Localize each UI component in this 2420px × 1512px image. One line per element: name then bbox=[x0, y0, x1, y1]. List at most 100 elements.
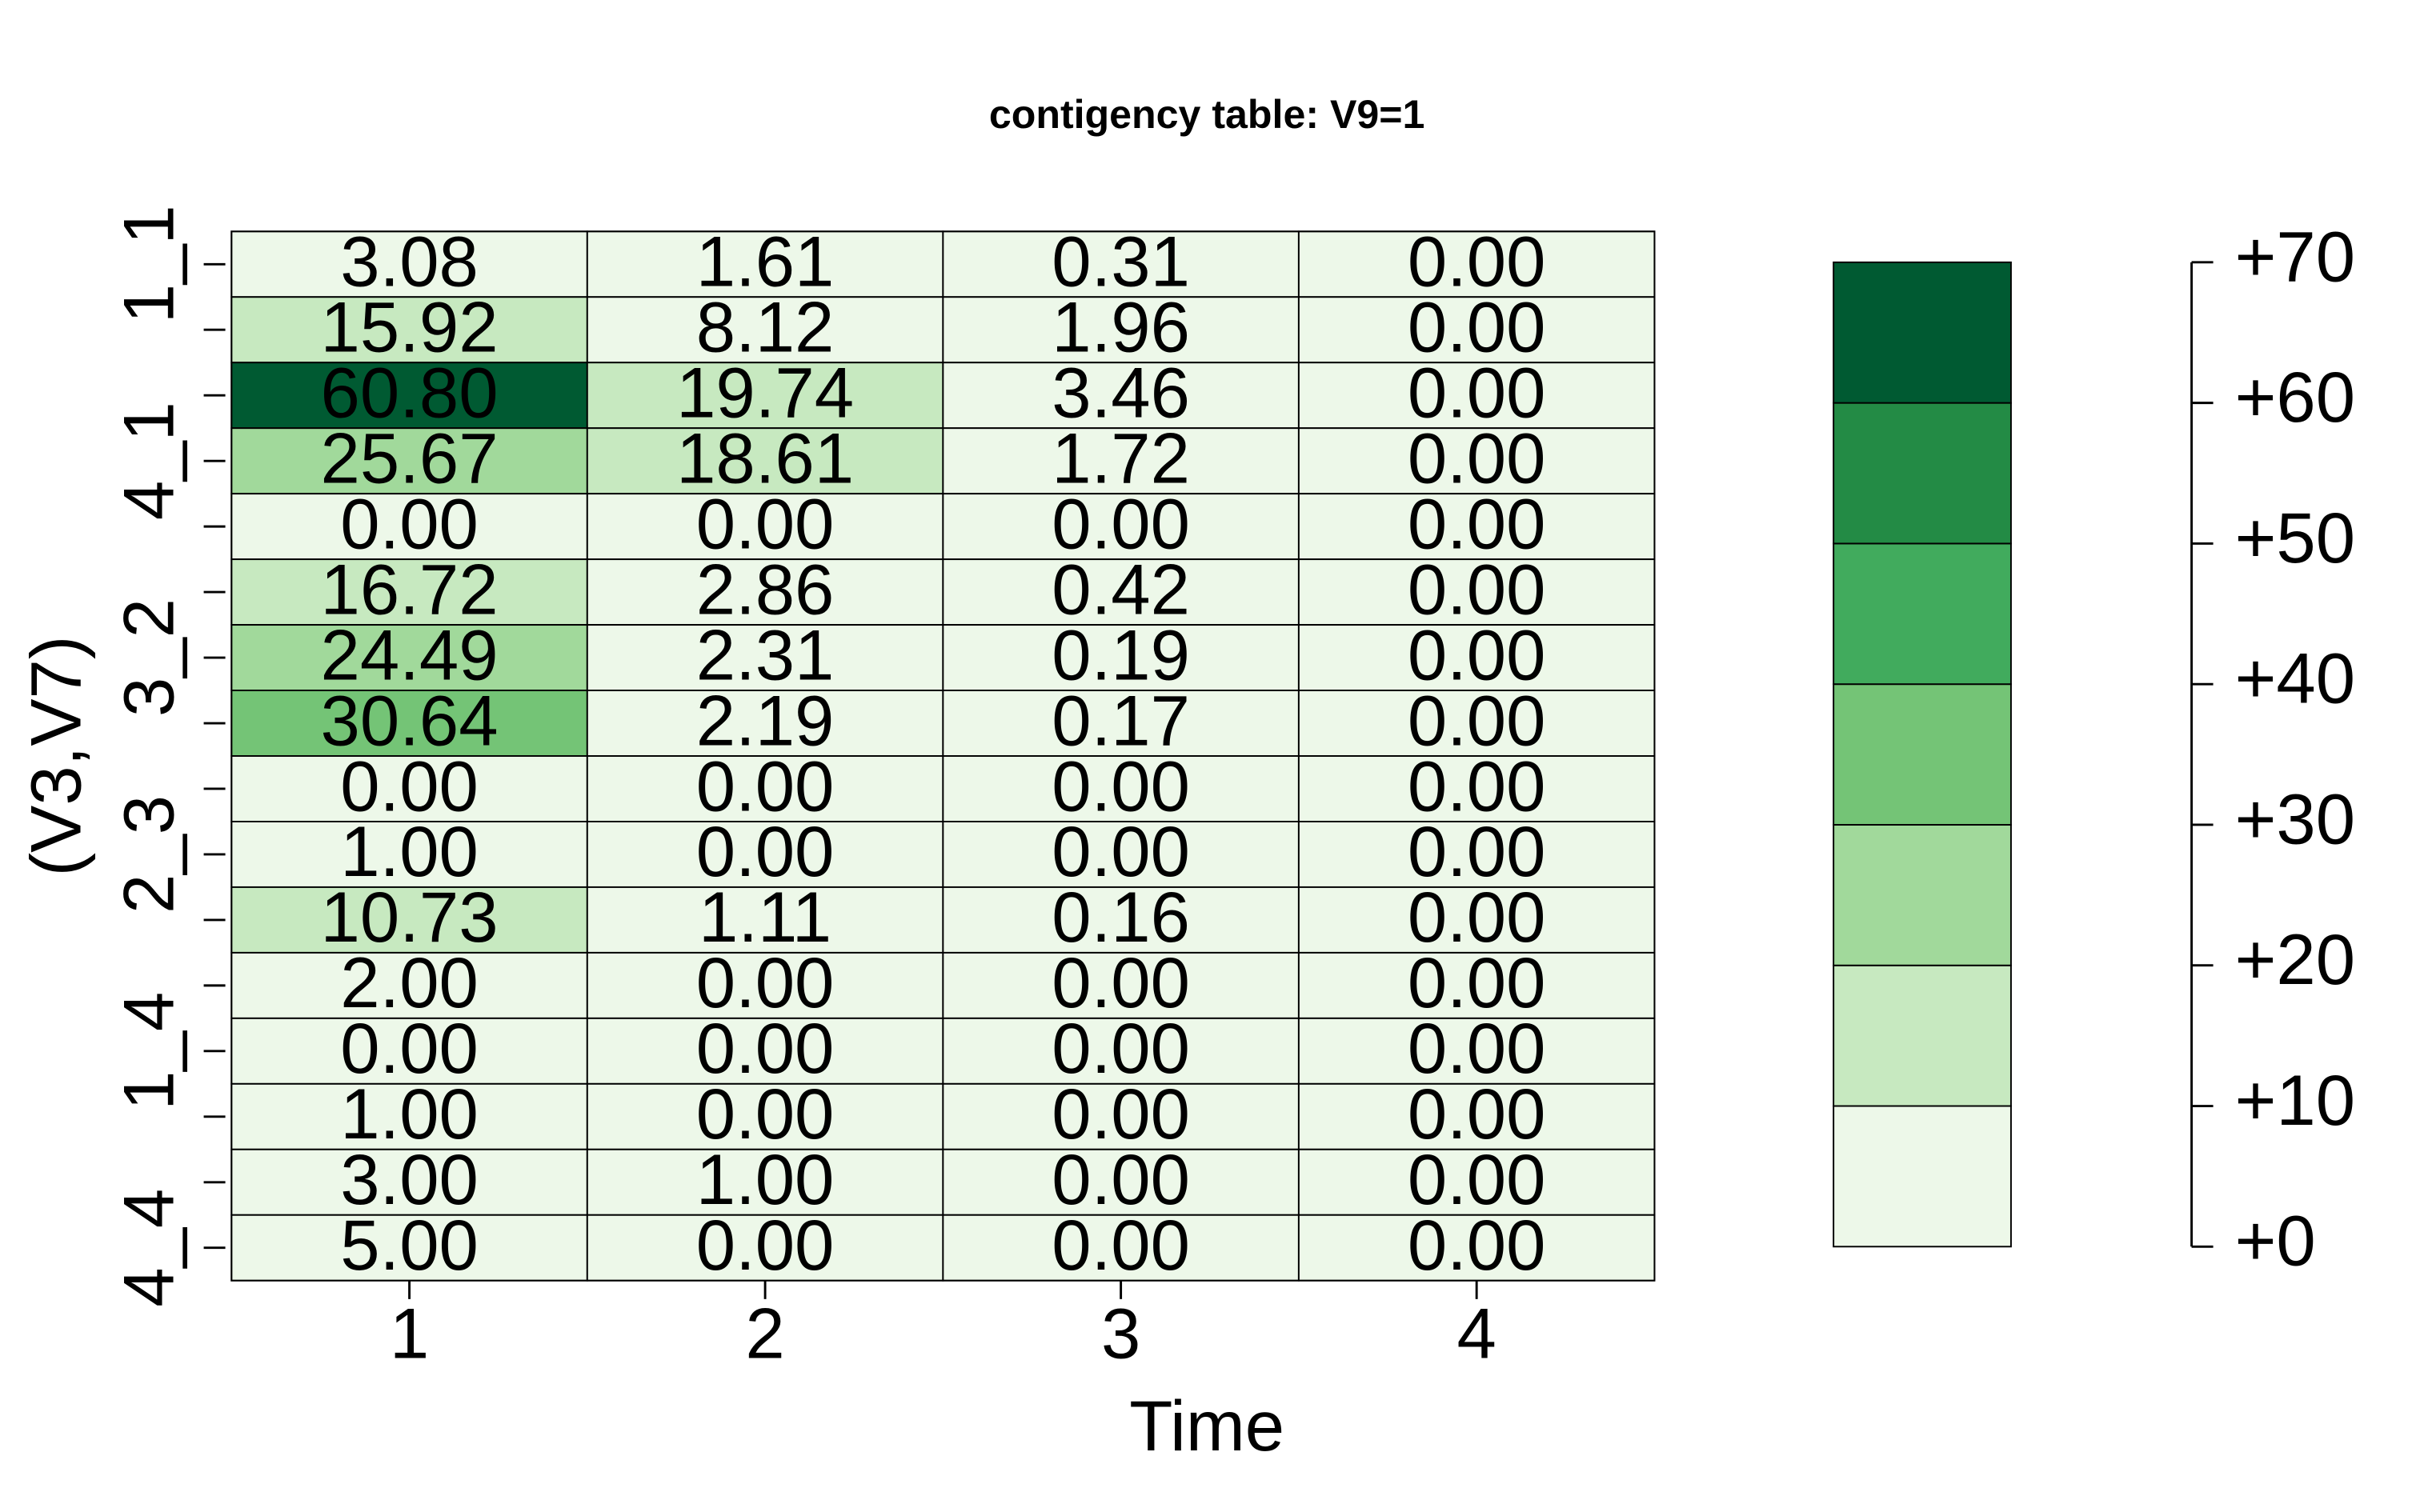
heatmap-cell bbox=[230, 755, 588, 822]
cell-label: 0.00 bbox=[1052, 746, 1190, 826]
cell-label: 0.31 bbox=[1052, 222, 1190, 302]
cell-label: 0.00 bbox=[1052, 1206, 1190, 1285]
heatmap-cell bbox=[586, 493, 944, 561]
cell-label: 0.00 bbox=[1408, 1206, 1546, 1285]
heatmap-cell bbox=[942, 624, 1300, 691]
cell-label: 0.00 bbox=[696, 1206, 835, 1285]
cell-label: 2.19 bbox=[696, 681, 835, 760]
heatmap-cell bbox=[1297, 624, 1656, 691]
cell-label: 0.00 bbox=[696, 746, 835, 826]
cell-label: 0.17 bbox=[1052, 681, 1190, 760]
cell-label: 0.00 bbox=[1052, 812, 1190, 891]
y-tick-label: 2_3 bbox=[109, 795, 188, 914]
x-tick-label: 4 bbox=[1456, 1294, 1496, 1373]
heatmap-cell bbox=[942, 951, 1300, 1019]
heatmap-cell bbox=[230, 558, 588, 626]
colorbar-tick-label: +40 bbox=[2235, 639, 2355, 718]
heatmap-cell bbox=[1297, 690, 1656, 757]
cell-label: 0.00 bbox=[1408, 878, 1546, 957]
heatmap-cell bbox=[1297, 1017, 1656, 1085]
colorbar-block bbox=[1833, 823, 2012, 966]
colorbar-tick-label: +20 bbox=[2235, 920, 2355, 999]
heatmap-cell bbox=[586, 1148, 944, 1216]
cell-label: 1.72 bbox=[1052, 418, 1190, 498]
cell-label: 1.00 bbox=[340, 1074, 479, 1154]
y-tick-label: 1_1 bbox=[109, 205, 188, 323]
cell-label: 19.74 bbox=[676, 353, 854, 432]
x-axis-label: Time bbox=[1129, 1386, 1284, 1466]
cell-label: 18.61 bbox=[676, 418, 854, 498]
cell-label: 30.64 bbox=[321, 681, 499, 760]
cell-label: 0.00 bbox=[1052, 1009, 1190, 1088]
heatmap-cell bbox=[586, 427, 944, 495]
x-tick-label: 2 bbox=[745, 1294, 784, 1373]
cell-label: 0.00 bbox=[1052, 484, 1190, 563]
cell-label: 16.72 bbox=[321, 550, 499, 629]
cell-label: 0.00 bbox=[696, 943, 835, 1022]
cell-label: 0.00 bbox=[1408, 222, 1546, 302]
y-axis-label: (V3,V7) bbox=[17, 636, 96, 877]
cell-label: 1.96 bbox=[1052, 288, 1190, 367]
heatmap-cell bbox=[942, 493, 1300, 561]
chart-title: contigency table: V9=1 bbox=[989, 92, 1425, 137]
heatmap-cell bbox=[586, 1017, 944, 1085]
colorbar-block bbox=[1833, 964, 2012, 1107]
cell-label: 3.46 bbox=[1052, 353, 1190, 432]
cell-label: 0.00 bbox=[1408, 353, 1546, 432]
cell-label: 0.00 bbox=[1408, 418, 1546, 498]
heatmap-cell bbox=[586, 1214, 944, 1282]
colorbar-tick-label: +30 bbox=[2235, 779, 2355, 858]
colorbar-tick-label: +60 bbox=[2235, 358, 2355, 437]
colorbar-block bbox=[1833, 1105, 2012, 1248]
cell-label: 0.00 bbox=[696, 812, 835, 891]
cell-label: 0.00 bbox=[1408, 484, 1546, 563]
x-tick-label: 1 bbox=[390, 1294, 429, 1373]
cell-label: 10.73 bbox=[321, 878, 499, 957]
colorbar-block bbox=[1833, 542, 2012, 686]
heatmap-cell bbox=[942, 1017, 1300, 1085]
cell-label: 0.00 bbox=[1408, 681, 1546, 760]
cell-label: 1.00 bbox=[696, 1140, 835, 1219]
cell-label: 2.86 bbox=[696, 550, 835, 629]
heatmap-cell bbox=[230, 1082, 588, 1150]
cell-label: 5.00 bbox=[340, 1206, 479, 1285]
heatmap-cell bbox=[230, 690, 588, 757]
heatmap-cell bbox=[586, 951, 944, 1019]
cell-label: 3.08 bbox=[340, 222, 479, 302]
cell-label: 60.80 bbox=[321, 353, 499, 432]
colorbar-block bbox=[1833, 402, 2012, 545]
cell-label: 0.00 bbox=[1408, 550, 1546, 629]
cell-label: 0.00 bbox=[1408, 1140, 1546, 1219]
cell-label: 0.00 bbox=[696, 1074, 835, 1154]
cell-label: 0.00 bbox=[1408, 812, 1546, 891]
heatmap-cell bbox=[942, 1148, 1300, 1216]
cell-label: 0.19 bbox=[1052, 615, 1190, 694]
cell-label: 0.00 bbox=[696, 1009, 835, 1088]
heatmap-cell bbox=[1297, 558, 1656, 626]
colorbar-tick-label: +50 bbox=[2235, 498, 2355, 578]
cell-label: 0.00 bbox=[1408, 288, 1546, 367]
cell-label: 0.00 bbox=[340, 1009, 479, 1088]
colorbar-tick-label: +10 bbox=[2235, 1061, 2355, 1140]
cell-label: 0.00 bbox=[340, 746, 479, 826]
cell-label: 0.00 bbox=[696, 484, 835, 563]
cell-label: 0.42 bbox=[1052, 550, 1190, 629]
cell-label: 0.00 bbox=[1052, 943, 1190, 1022]
x-tick-label: 3 bbox=[1101, 1294, 1140, 1373]
heatmap-cell bbox=[1297, 296, 1656, 364]
colorbar-tick-label: +0 bbox=[2235, 1202, 2316, 1281]
cell-label: 0.00 bbox=[1408, 615, 1546, 694]
cell-label: 0.00 bbox=[1408, 1074, 1546, 1154]
heatmap-cell bbox=[586, 1082, 944, 1150]
heatmap-cell bbox=[230, 886, 588, 954]
y-tick-label: 3_2 bbox=[109, 598, 188, 717]
cell-label: 3.00 bbox=[340, 1140, 479, 1219]
cell-label: 2.31 bbox=[696, 615, 835, 694]
cell-label: 0.00 bbox=[1408, 1009, 1546, 1088]
heatmap-cell bbox=[230, 362, 588, 430]
cell-label: 1.11 bbox=[699, 878, 831, 957]
cell-label: 0.00 bbox=[340, 484, 479, 563]
heatmap-cell bbox=[942, 755, 1300, 822]
